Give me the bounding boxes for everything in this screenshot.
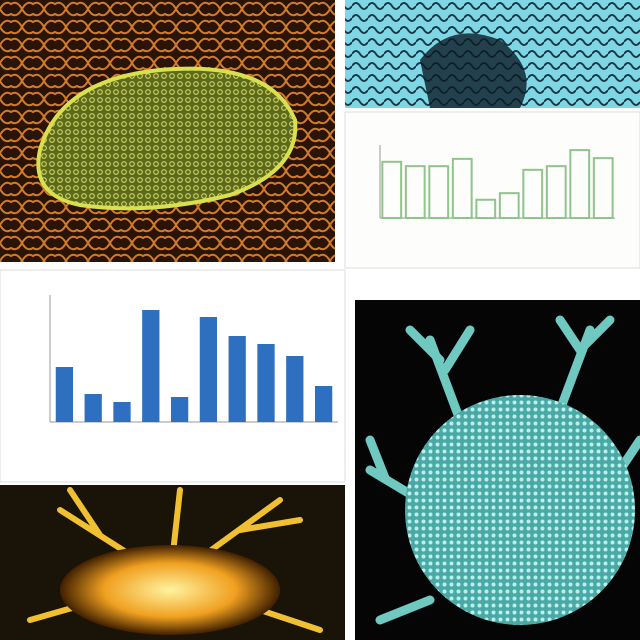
bar	[545, 165, 567, 219]
bar	[55, 367, 74, 422]
chart-panel	[344, 111, 640, 269]
bar	[451, 157, 473, 219]
bar	[257, 344, 275, 422]
bar	[498, 192, 520, 219]
image-sphere	[405, 395, 635, 625]
bar	[569, 149, 591, 219]
bar	[381, 160, 403, 219]
bar	[170, 397, 189, 422]
bar	[475, 198, 497, 219]
bar	[592, 157, 614, 219]
image-cell	[36, 66, 298, 211]
bar	[314, 386, 333, 422]
bar	[142, 310, 160, 422]
bar	[228, 336, 246, 422]
bar	[404, 165, 426, 219]
bar	[522, 168, 544, 220]
bar	[199, 317, 218, 422]
bar	[428, 165, 450, 219]
image-core	[60, 545, 280, 635]
bar	[113, 402, 131, 422]
bar	[84, 394, 102, 422]
image-shadow	[420, 33, 527, 109]
bar	[286, 356, 304, 422]
